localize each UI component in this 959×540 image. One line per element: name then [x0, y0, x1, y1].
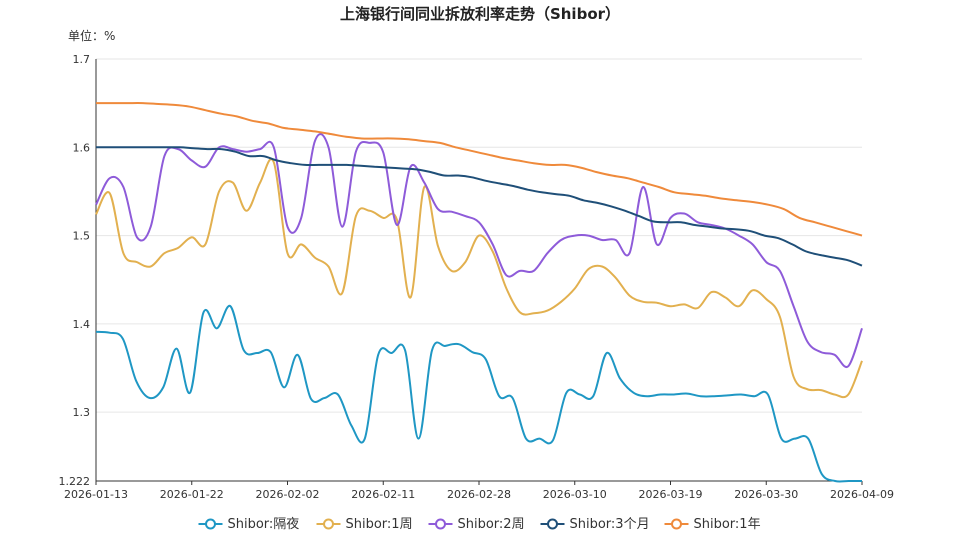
y-tick-label: 1.7 — [73, 53, 91, 66]
x-tick-label: 2026-01-22 — [160, 488, 224, 501]
series-line-shibor-3- — [96, 146, 863, 267]
legend-circle-marker — [547, 518, 558, 530]
y-tick-label: 1.6 — [73, 141, 91, 154]
series-line-shibor-2- — [95, 133, 863, 369]
legend-circle-marker — [205, 518, 216, 530]
series-layer — [95, 102, 863, 483]
y-tick-label: 1.5 — [73, 230, 91, 243]
x-tick-label: 2026-03-10 — [543, 488, 607, 501]
legend-label: Shibor:1周 — [346, 517, 413, 532]
series-line-shibor-1- — [95, 102, 863, 237]
x-tick-label: 2026-02-02 — [256, 488, 320, 501]
legend-label: Shibor:2周 — [458, 517, 525, 532]
x-tick-label: 2026-03-19 — [639, 488, 703, 501]
x-tick-label: 2026-02-11 — [351, 488, 415, 501]
x-tick-label: 2026-01-13 — [64, 488, 128, 501]
legend-circle-marker — [323, 518, 334, 530]
y-tick-label: 1.3 — [73, 406, 91, 419]
y-tick-label: 1.4 — [73, 318, 91, 331]
legend-label: Shibor:3个月 — [570, 517, 650, 532]
y-unit-label: 单位：% — [68, 28, 115, 43]
legend-circle-marker — [435, 518, 446, 530]
legend-circle-marker — [671, 518, 682, 530]
series-line-shibor-1- — [95, 158, 863, 399]
legend-label: Shibor:隔夜 — [228, 517, 300, 532]
x-tick-label: 2026-02-28 — [447, 488, 511, 501]
x-tick-label: 2026-04-09 — [830, 488, 894, 501]
y-tick-label: 1.222 — [59, 475, 91, 488]
chart-title: 上海银行间同业拆放利率走势（Shibor） — [340, 5, 620, 23]
x-tick-label: 2026-03-30 — [734, 488, 798, 501]
legend: Shibor:隔夜 Shibor:1周 Shibor:2周 Shibor:3个月 Shi… — [198, 517, 761, 532]
legend-label: Shibor:1年 — [694, 517, 761, 532]
series-line-shibor- — [95, 305, 862, 483]
axis-layer: 1.222 1.3 1.4 1.5 1.6 1.7 2026-01-13 2026-01-22… — [59, 53, 894, 501]
